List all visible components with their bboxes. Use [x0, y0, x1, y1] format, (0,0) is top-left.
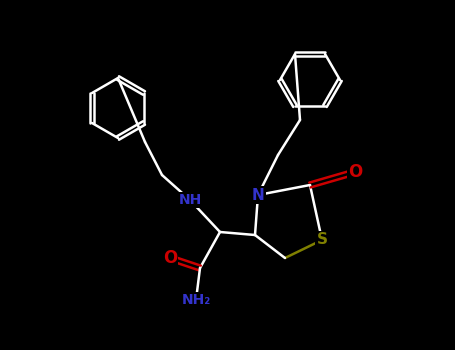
Text: NH₂: NH₂ — [182, 293, 211, 307]
Text: NH: NH — [178, 193, 202, 207]
Text: O: O — [348, 163, 362, 181]
Text: S: S — [317, 232, 328, 247]
Text: N: N — [252, 188, 264, 203]
Text: O: O — [163, 249, 177, 267]
